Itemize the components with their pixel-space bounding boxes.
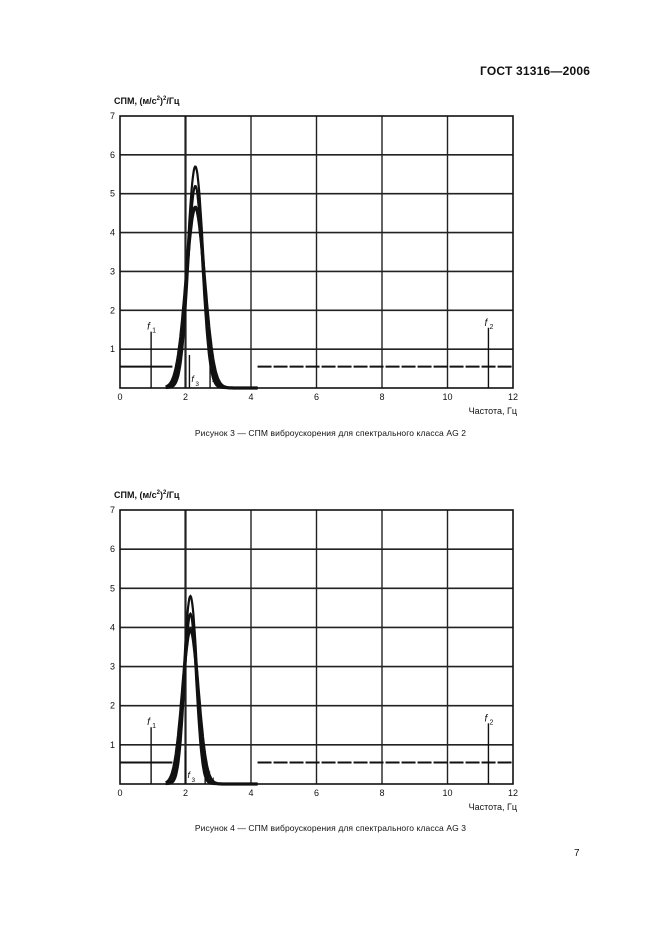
chart1-xtick-label: 6	[314, 392, 319, 402]
chart1-ytick-label: 3	[110, 266, 115, 276]
chart1-inner-mark-sub: 3	[195, 381, 199, 388]
chart2-plot-frame	[119, 509, 514, 785]
chart1-container: 0 2 4 6 8 10 12 1 2 3 4 5 6 7 Частота, Гц f 1 f 2 f 3 f 4	[110, 111, 518, 416]
chart2-series-3	[165, 627, 258, 786]
chart2-xtick-label: 6	[314, 788, 319, 798]
chart2-inner-mark-sub: 4	[211, 777, 215, 784]
chart2-ytick-label: 3	[110, 662, 115, 672]
chart1-xtick-label: 10	[442, 392, 452, 402]
chart2-container: 0 2 4 6 8 10 12 1 2 3 4 5 6 7 Частота, Гц f 1 f 2 f 3 f 4	[110, 505, 518, 812]
chart2-ylabel: СПМ, (м/с2)2/Гц	[114, 490, 180, 500]
chart1-xtick-label: 4	[248, 392, 253, 402]
chart2-xtick-label: 2	[183, 788, 188, 798]
chart2-marker-f2-label: f	[484, 713, 488, 724]
chart1-marker-f1-sub: 1	[152, 328, 156, 335]
chart1-ytick-label: 7	[110, 111, 115, 121]
chart2-xtick-label: 8	[379, 788, 384, 798]
chart1-xtick-label: 12	[508, 392, 518, 402]
chart1-plot-frame	[119, 115, 514, 389]
chart1-marker-f2-label: f	[484, 318, 488, 329]
chart2-series-2	[165, 611, 258, 786]
chart2-inner-mark-label: f	[207, 770, 211, 780]
chart1-ytick-label: 1	[110, 344, 115, 354]
chart1-xtick-label: 0	[117, 392, 122, 402]
chart2-inner-mark-sub: 3	[192, 777, 196, 784]
chart2-marker-f1-sub: 1	[152, 723, 156, 730]
chart2-ytick-label: 2	[110, 701, 115, 711]
chart2-marker-f1-label: f	[147, 717, 151, 728]
chart1-marker-f2-sub: 2	[489, 324, 493, 331]
chart1-marker-f1-label: f	[147, 322, 151, 333]
chart2-ytick-label: 4	[110, 622, 115, 632]
document-id: ГОСТ 31316—2006	[480, 64, 591, 78]
chart1-xtick-label: 2	[183, 392, 188, 402]
chart2-xtick-label: 12	[508, 788, 518, 798]
chart2-inner-mark-label: f	[188, 770, 192, 780]
chart2-marker-f2-sub: 2	[489, 719, 493, 726]
chart2-ytick-label: 7	[110, 505, 115, 515]
chart1-series-3	[165, 205, 258, 390]
page-number: 7	[574, 848, 580, 859]
chart2-xlabel: Частота, Гц	[469, 802, 517, 812]
chart2-ytick-label: 1	[110, 740, 115, 750]
chart1-inner-mark-label: f	[212, 374, 216, 384]
chart2-xtick-label: 0	[117, 788, 122, 798]
chart2-xtick-label: 10	[442, 788, 452, 798]
chart1-inner-mark-label: f	[191, 374, 195, 384]
chart1-caption: Рисунок 3 — СПМ виброускорения для спект…	[194, 428, 467, 438]
chart1-ytick-label: 5	[110, 189, 115, 199]
chart1-xlabel: Частота, Гц	[469, 406, 517, 416]
chart1-ytick-label: 2	[110, 305, 115, 315]
chart1-ylabel: СПМ, (м/с2)2/Гц	[114, 96, 180, 106]
chart1-ytick-label: 4	[110, 228, 115, 238]
chart2-ytick-label: 6	[110, 544, 115, 554]
chart1-xtick-label: 8	[379, 392, 384, 402]
chart2-xtick-label: 4	[248, 788, 253, 798]
chart1-ytick-label: 6	[110, 150, 115, 160]
chart2-ytick-label: 5	[110, 583, 115, 593]
chart2-caption: Рисунок 4 — СПМ виброускорения для спект…	[194, 823, 467, 833]
chart1-inner-mark-sub: 4	[216, 381, 220, 388]
